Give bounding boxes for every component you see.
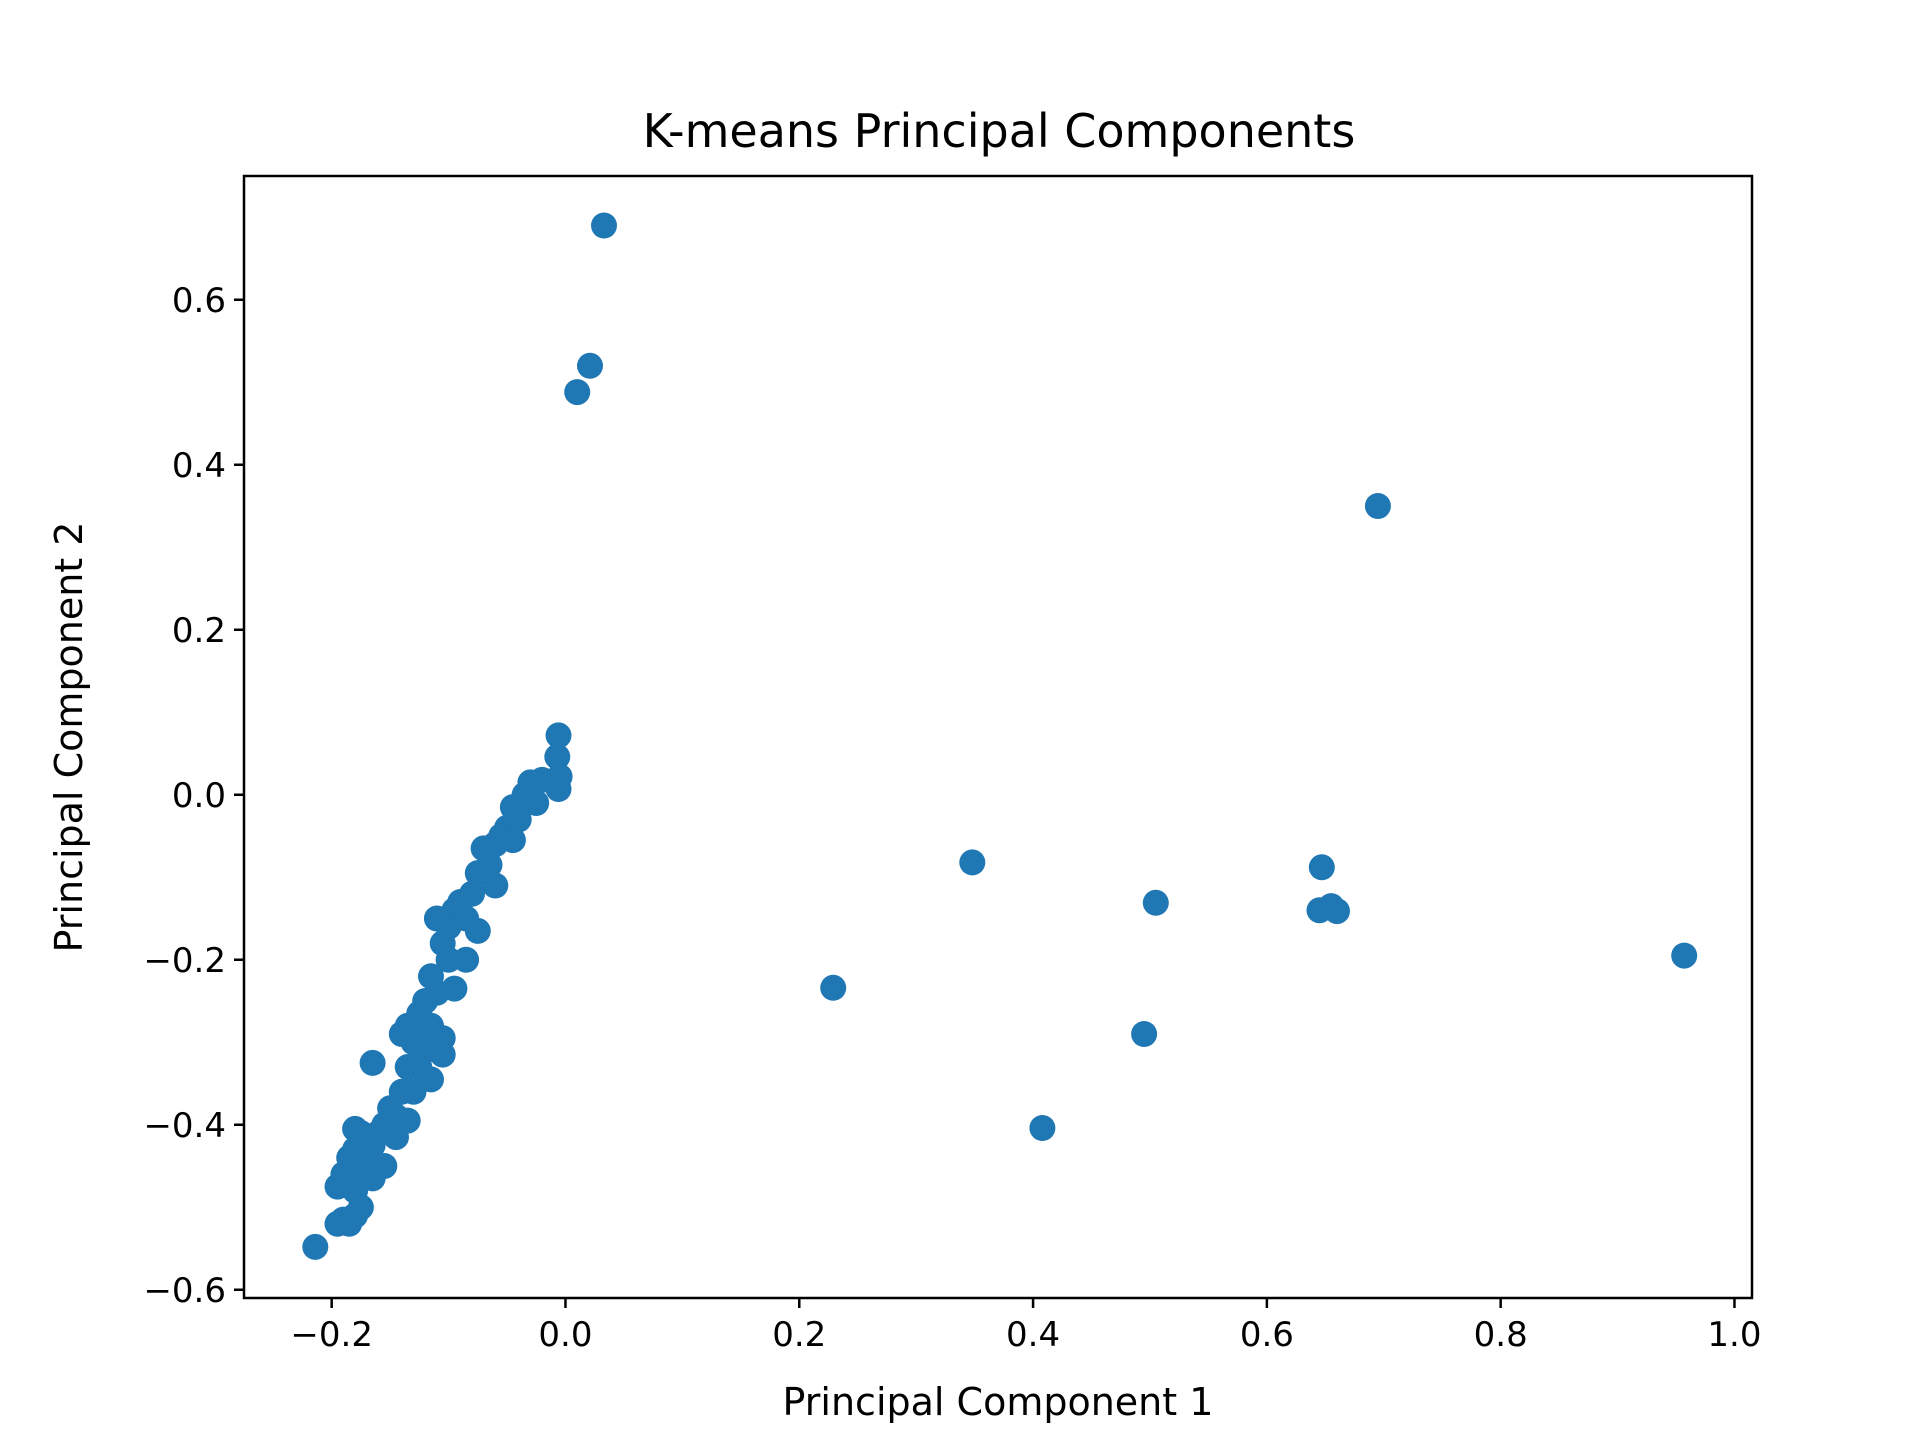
- data-point: [544, 743, 571, 770]
- data-point: [435, 946, 462, 973]
- data-point: [1324, 898, 1350, 925]
- y-axis: −0.6 −0.4 −0.2 0.0 0.2 0.4 0.6: [143, 281, 244, 1311]
- y-tick-label: −0.6: [143, 1271, 226, 1311]
- data-point: [423, 905, 450, 932]
- data-point: [383, 1124, 409, 1151]
- data-point: [302, 1233, 329, 1260]
- data-point: [429, 1041, 456, 1068]
- data-point: [400, 1078, 427, 1105]
- data-point: [482, 872, 509, 899]
- x-axis: −0.2 0.0 0.2 0.4 0.6 0.8 1.0: [290, 1298, 1762, 1355]
- x-tick-label: 0.6: [1240, 1315, 1294, 1355]
- x-tick-label: −0.2: [290, 1315, 373, 1355]
- data-point: [388, 1021, 415, 1047]
- data-point: [1671, 942, 1698, 969]
- x-tick-label: 0.2: [772, 1315, 826, 1355]
- x-tick-label: 1.0: [1707, 1315, 1761, 1355]
- data-point: [359, 1049, 386, 1076]
- data-point: [324, 1210, 351, 1237]
- y-tick-label: 0.0: [172, 776, 226, 816]
- data-point: [464, 917, 491, 944]
- data-point: [1308, 854, 1335, 881]
- data-point: [441, 975, 468, 1002]
- y-tick-label: 0.4: [172, 446, 226, 486]
- plot-frame: [242, 174, 1754, 1300]
- x-axis-title: Principal Component 1: [783, 1380, 1214, 1424]
- data-point: [820, 974, 847, 1001]
- data-point: [959, 849, 986, 876]
- y-tick-label: 0.2: [172, 611, 226, 651]
- data-point: [1029, 1115, 1056, 1141]
- data-point: [523, 790, 550, 816]
- points-layer: [302, 212, 1698, 1260]
- data-point: [1364, 493, 1391, 519]
- x-tick-label: 0.0: [538, 1315, 592, 1355]
- data-point: [1142, 889, 1169, 916]
- data-point: [499, 827, 526, 854]
- x-tick-label: 0.4: [1006, 1315, 1060, 1355]
- data-point: [1131, 1021, 1158, 1047]
- data-point: [394, 1054, 421, 1080]
- y-tick-label: −0.4: [143, 1106, 226, 1146]
- x-tick-label: 0.8: [1474, 1315, 1528, 1355]
- data-point: [577, 352, 603, 379]
- data-point: [342, 1115, 369, 1142]
- data-point: [545, 722, 572, 749]
- y-tick-label: −0.2: [143, 941, 226, 981]
- y-axis-title: Principal Component 2: [47, 522, 91, 953]
- data-point: [564, 379, 591, 406]
- data-point: [591, 212, 617, 239]
- chart-title: K-means Principal Components: [643, 104, 1356, 158]
- y-tick-label: 0.6: [172, 281, 226, 321]
